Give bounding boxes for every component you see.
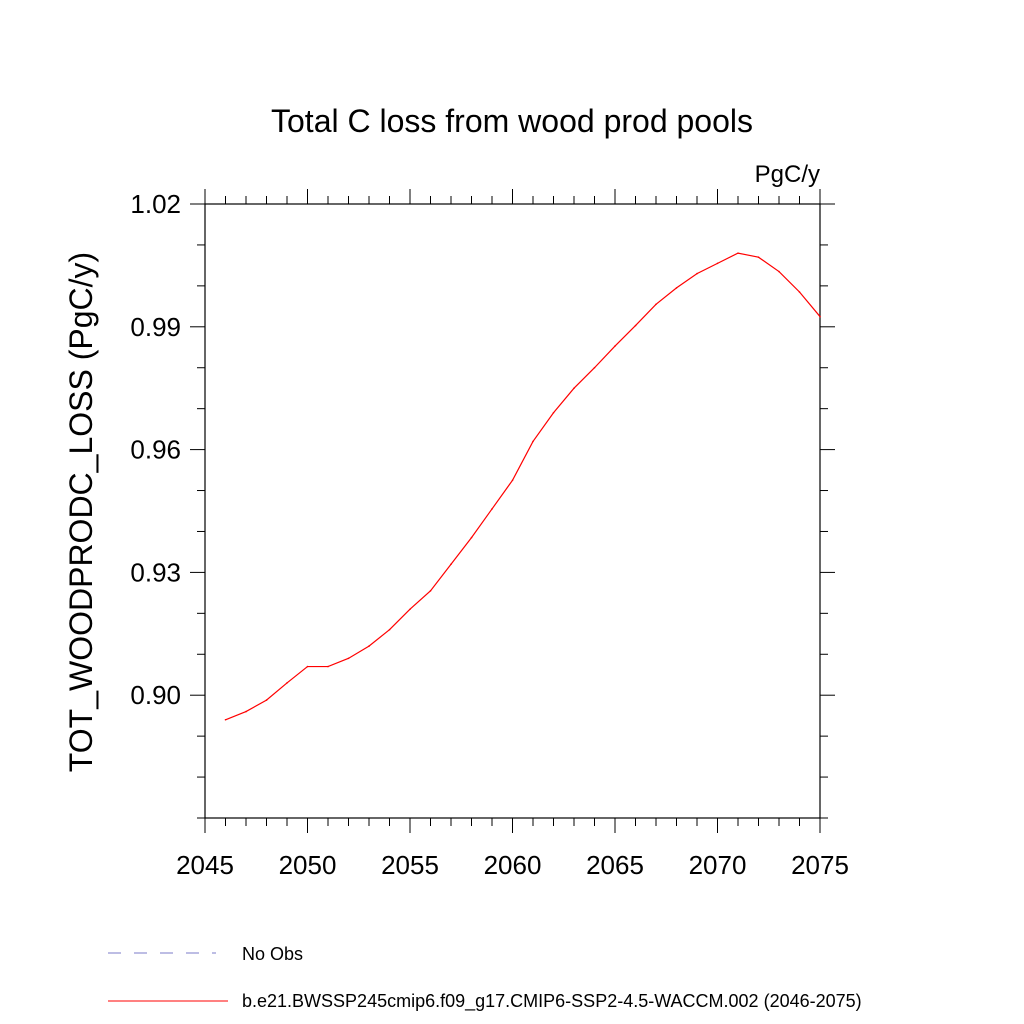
units-label: PgC/y — [755, 161, 820, 188]
data-point-0-19 — [614, 345, 616, 347]
legend-label-obs: No Obs — [242, 944, 303, 964]
legend: No Obs b.e21.BWSSP245cmip6.f09_g17.CMIP6… — [108, 944, 862, 1012]
data-point-0-9 — [409, 608, 411, 611]
data-point-0-26 — [757, 256, 760, 259]
data-point-0-27 — [778, 270, 780, 273]
data-point-0-7 — [368, 645, 370, 647]
y-tick-label-1: 0.93 — [130, 557, 181, 587]
x-tick-label-0: 2045 — [176, 850, 234, 880]
x-tick-label-4: 2065 — [586, 850, 644, 880]
data-point-0-4 — [306, 665, 309, 668]
data-point-0-16 — [552, 411, 555, 414]
series-layer — [224, 252, 821, 721]
ticks-layer — [190, 189, 835, 833]
data-point-0-12 — [470, 536, 473, 539]
data-point-0-25 — [737, 252, 739, 254]
legend-label-model: b.e21.BWSSP245cmip6.f09_g17.CMIP6-SSP2-4… — [242, 991, 862, 1012]
data-point-0-18 — [593, 366, 596, 369]
x-tick-label-6: 2075 — [791, 850, 849, 880]
data-point-0-6 — [347, 657, 350, 660]
data-point-0-23 — [696, 272, 698, 275]
data-point-0-8 — [388, 628, 391, 631]
data-point-0-13 — [491, 508, 493, 510]
data-point-0-5 — [327, 665, 329, 668]
data-point-0-20 — [634, 324, 637, 327]
chart-title: Total C loss from wood prod pools — [271, 103, 753, 139]
series-line-0 — [225, 252, 821, 721]
y-axis-label: TOT_WOODPRODC_LOSS (PgC/y) — [63, 252, 99, 772]
data-point-0-22 — [675, 287, 678, 289]
data-point-0-14 — [511, 479, 514, 482]
data-point-0-1 — [245, 710, 247, 713]
data-point-0-10 — [429, 590, 432, 592]
y-tick-label-0: 0.90 — [130, 680, 181, 710]
data-point-0-0 — [224, 718, 227, 721]
y-tick-label-2: 0.96 — [130, 435, 181, 465]
x-tick-label-1: 2050 — [279, 850, 337, 880]
data-point-0-17 — [573, 387, 575, 390]
x-tick-label-3: 2060 — [484, 850, 542, 880]
data-point-0-15 — [532, 440, 534, 443]
data-point-0-3 — [286, 682, 288, 684]
x-tick-label-2: 2055 — [381, 850, 439, 880]
data-point-0-2 — [265, 699, 268, 701]
plot-frame — [204, 203, 821, 819]
data-point-0-21 — [655, 303, 657, 306]
data-point-0-29 — [819, 315, 821, 318]
y-tick-label-4: 1.02 — [130, 189, 181, 219]
data-point-0-11 — [450, 563, 452, 566]
x-tick-label-5: 2070 — [689, 850, 747, 880]
data-point-0-28 — [798, 291, 801, 293]
y-tick-label-3: 0.99 — [130, 312, 181, 342]
tick-labels-layer: 2045 2050 2055 2060 2065 2070 2075 0.90 0.93 0.96… — [130, 189, 849, 880]
data-point-0-24 — [716, 262, 719, 265]
